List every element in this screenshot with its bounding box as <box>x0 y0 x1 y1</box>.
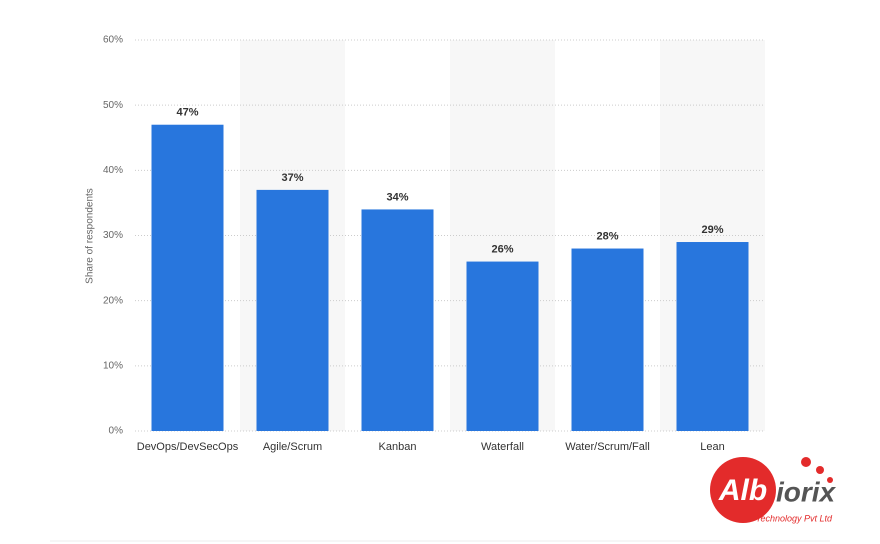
y-tick-label: 20% <box>103 295 123 306</box>
logo: Alb iorix Technology Pvt Ltd <box>710 457 837 523</box>
bar <box>571 248 644 431</box>
y-tick-label: 30% <box>103 230 123 241</box>
y-tick-label: 50% <box>103 100 123 111</box>
bar <box>466 261 539 431</box>
value-label: 47% <box>176 107 198 119</box>
x-tick-label: Water/Scrum/Fall <box>565 441 650 453</box>
y-tick-label: 60% <box>103 35 123 46</box>
y-tick-label: 0% <box>109 426 124 437</box>
value-label: 28% <box>596 230 618 242</box>
x-tick-label: DevOps/DevSecOps <box>137 441 239 453</box>
y-tick-label: 10% <box>103 360 123 371</box>
logo-dot <box>816 466 824 474</box>
bar <box>361 209 434 431</box>
x-tick-label: Waterfall <box>481 441 524 453</box>
bar <box>256 189 329 431</box>
bar <box>676 242 749 431</box>
value-label: 34% <box>386 191 408 203</box>
x-tick-label: Lean <box>700 441 724 453</box>
x-tick-label: Kanban <box>379 441 417 453</box>
logo-dot <box>801 457 811 467</box>
y-tick-label: 40% <box>103 165 123 176</box>
logo-dot <box>827 477 833 483</box>
bar <box>151 124 224 431</box>
value-label: 37% <box>281 172 303 184</box>
logo-tagline: Technology Pvt Ltd <box>756 513 833 523</box>
value-label: 26% <box>491 243 513 255</box>
logo-mark: Alb <box>718 474 767 507</box>
y-axis-label: Share of respondents <box>85 188 96 284</box>
value-label: 29% <box>701 224 723 236</box>
logo-text: iorix <box>776 476 837 507</box>
logo-circle <box>710 457 776 523</box>
x-tick-label: Agile/Scrum <box>263 441 322 453</box>
